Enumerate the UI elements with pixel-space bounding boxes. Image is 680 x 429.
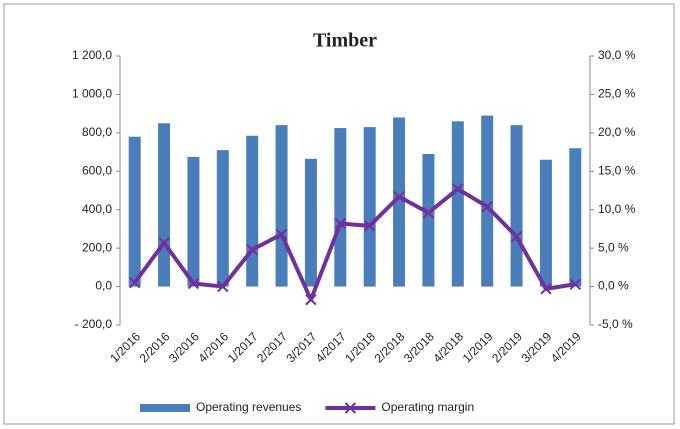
y2-tick-label: 20,0 % [598,125,636,139]
y2-tick-label: 0,0 % [598,279,629,293]
marker [217,280,229,293]
bar [451,121,464,287]
bar [393,117,406,287]
y2-tick-label: -5,0 % [598,317,633,331]
marker [158,237,170,249]
marker [246,243,258,256]
bar [304,158,317,287]
y-tick-label: 1 200,0 [72,48,112,62]
marker [510,230,523,243]
y-tick-label: 200,0 [82,240,112,254]
marker [540,283,552,295]
bar [128,136,141,287]
bar [187,156,200,287]
y-tick-label: 400,0 [82,202,112,216]
chart-title: Timber [313,30,377,52]
marker [128,277,141,289]
marker [452,183,464,195]
marker [569,278,582,290]
marker [481,200,493,213]
y2-tick-label: 15,0 % [598,163,636,177]
bar [246,135,259,287]
legend-marker [344,402,357,414]
bar [275,125,288,287]
bar [569,148,582,287]
marker [305,293,317,306]
bar [216,150,229,287]
marker [187,277,200,290]
y2-tick-label: 30,0 % [598,48,636,62]
legend-swatch [140,404,190,412]
y-tick-label: 1 000,0 [72,87,112,101]
legend-label: Operating revenues [196,400,301,414]
bar [334,128,347,287]
y2-tick-label: 5,0 % [598,240,629,254]
y-tick-label: 0,0 [95,279,112,293]
marker [422,207,435,219]
bar [158,123,171,287]
marker [275,228,288,241]
bar [422,153,435,287]
y2-tick-label: 25,0 % [598,87,636,101]
y2-tick-label: 10,0 % [598,202,636,216]
marker [393,190,405,203]
y-tick-label: 600,0 [82,163,112,177]
bar [481,115,494,287]
y-tick-label: - 200,0 [75,317,113,331]
bar [510,125,523,287]
legend-label: Operating margin [381,400,474,414]
y-tick-label: 800,0 [82,125,112,139]
marker [363,220,376,232]
bar [539,159,552,287]
line [133,186,576,302]
marker [334,217,347,230]
bar [363,127,376,287]
